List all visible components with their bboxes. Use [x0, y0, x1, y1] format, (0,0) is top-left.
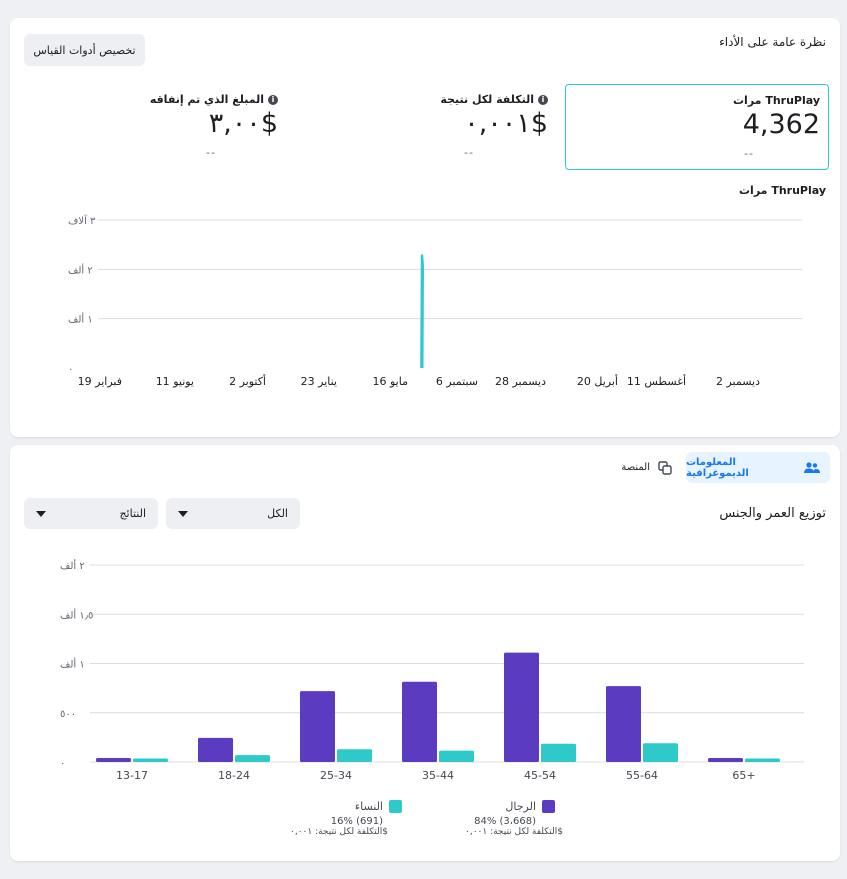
legend-men-share: 84% (3،668) — [474, 816, 536, 827]
legend-women-swatch — [389, 800, 402, 813]
bar-women[interactable] — [541, 743, 576, 762]
y-tick-label: ٥٠٠ — [60, 709, 76, 720]
metric-thruplay-delta: -- — [744, 147, 754, 160]
customize-metrics-button[interactable]: تخصيص أدوات القياس — [24, 34, 145, 66]
metric-thruplay-tile[interactable]: مرات ThruPlay 4,362 -- — [565, 84, 829, 170]
filter-all-select[interactable]: الكل — [166, 498, 300, 529]
x-tick-label: 2 ديسمبر — [716, 375, 760, 388]
legend-men-swatch — [542, 800, 555, 813]
metric-cost-per-result[interactable]: التكلفة لكل نتيجة i ٠,٠٠١$ -- — [440, 84, 560, 170]
tab-demographics[interactable]: المعلومات الديموغرافية — [686, 452, 830, 483]
bar-women[interactable] — [235, 755, 270, 762]
x-tick-label: 19 فبراير — [78, 375, 122, 388]
y-tick-label: ٢ ألف — [68, 263, 93, 276]
metric-spent-delta: -- — [206, 146, 216, 159]
tab-platform-label: المنصة — [621, 462, 650, 473]
demographics-card: المعلومات الديموغرافية المنصة توزيع العم… — [10, 445, 840, 861]
legend-women: النساء 16% (691) التكلفة لكل نتيجة: ٠,٠٠… — [290, 800, 402, 846]
x-tick-label: 2 أكتوبر — [229, 374, 266, 388]
platform-icon — [658, 460, 672, 475]
bar-men[interactable] — [402, 681, 437, 762]
legend-men: الرجال 84% (3،668) التكلفة لكل نتيجة: ٠,… — [465, 800, 563, 846]
bar-men[interactable] — [300, 691, 335, 762]
legend-men-label: الرجال — [505, 800, 536, 813]
y-tick-label: ١٫٥ ألف — [60, 608, 93, 621]
line-chart-svg: ٠ ١ ألف ٢ ألف ٣ آلاف 19 فبراير 11 يونيو 2 أكتو… — [68, 214, 802, 388]
bar-women[interactable] — [337, 749, 372, 762]
x-tick-label: 55-64 — [626, 769, 658, 782]
legend-men-cost: التكلفة لكل نتيجة: ٠,٠٠١$ — [465, 827, 563, 837]
bar-men[interactable] — [606, 686, 641, 762]
tab-platform[interactable]: المنصة — [600, 452, 672, 483]
tab-demographics-label: المعلومات الديموغرافية — [686, 456, 749, 479]
metric-spent-label: المبلغ الذي تم إنفاقه i — [150, 93, 278, 106]
bar-men[interactable] — [504, 652, 539, 762]
thruplay-series-line — [420, 254, 425, 369]
bar-women[interactable] — [643, 743, 678, 762]
metric-cost-value: ٠,٠٠١$ — [464, 108, 548, 139]
x-tick-label: 45-54 — [524, 769, 556, 782]
x-tick-label: 16 مايو — [373, 375, 409, 388]
info-icon[interactable]: i — [538, 95, 548, 105]
x-tick-label: 65+ — [732, 769, 755, 782]
bar-men[interactable] — [198, 737, 233, 762]
x-tick-label: 18-24 — [218, 769, 250, 782]
y-tick-label: ٢ ألف — [60, 559, 85, 572]
metric-cost-delta: -- — [464, 146, 474, 159]
y-tick-label: ٠ — [68, 364, 73, 375]
metric-thruplay-label: مرات ThruPlay — [733, 94, 820, 107]
legend-women-label: النساء — [354, 800, 383, 813]
metric-spent-value: ٣,٠٠$ — [208, 108, 278, 139]
x-tick-label: 11 يونيو — [156, 375, 194, 388]
y-tick-label: ١ ألف — [60, 658, 85, 671]
legend-women-share: 16% (691) — [330, 816, 383, 827]
y-tick-label: ٣ آلاف — [68, 214, 96, 227]
bar-women[interactable] — [133, 758, 168, 762]
y-tick-label: ١ ألف — [68, 313, 93, 326]
age-gender-bar-chart: ٠ ٥٠٠ ١ ألف ١٫٥ ألف ٢ ألف 13-17 18-24 25-34 35-4… — [10, 545, 840, 785]
metric-cost-label: التكلفة لكل نتيجة i — [440, 93, 548, 106]
bar-men[interactable] — [96, 758, 131, 762]
x-tick-label: 11 أغسطس — [627, 374, 686, 388]
metric-thruplay-value: 4,362 — [742, 109, 820, 140]
chevron-down-icon — [178, 510, 188, 517]
x-tick-label: 23 يناير — [301, 375, 337, 388]
overview-title: نظرة عامة على الأداء — [719, 35, 826, 49]
x-tick-label: 35-44 — [422, 769, 454, 782]
bar-men[interactable] — [708, 758, 743, 762]
info-icon[interactable]: i — [268, 95, 278, 105]
people-icon — [804, 461, 820, 474]
age-gender-title: توزيع العمر والجنس — [719, 506, 826, 521]
x-tick-label: 25-34 — [320, 769, 352, 782]
thruplay-line-chart: ٠ ١ ألف ٢ ألف ٣ آلاف 19 فبراير 11 يونيو 2 أكتو… — [10, 208, 840, 398]
performance-overview-card: نظرة عامة على الأداء تخصيص أدوات القياس … — [10, 18, 840, 437]
line-chart-title: مرات ThruPlay — [739, 184, 826, 197]
bar-women[interactable] — [439, 750, 474, 762]
y-tick-label: ٠ — [60, 758, 65, 769]
bar-women[interactable] — [745, 758, 780, 762]
filter-results-select[interactable]: النتائج — [24, 498, 158, 529]
x-tick-label: 6 سبتمبر — [436, 375, 478, 388]
x-tick-label: 28 ديسمبر — [495, 375, 546, 388]
legend-women-cost: التكلفة لكل نتيجة: ٠,٠٠١$ — [290, 827, 388, 837]
x-tick-label: 13-17 — [116, 769, 148, 782]
bar-chart-svg: ٠ ٥٠٠ ١ ألف ١٫٥ ألف ٢ ألف 13-17 18-24 25-34 35-4… — [60, 559, 804, 782]
chevron-down-icon — [36, 510, 46, 517]
metric-amount-spent[interactable]: المبلغ الذي تم إنفاقه i ٣,٠٠$ -- — [150, 84, 290, 170]
x-tick-label: 20 أبريل — [577, 374, 618, 388]
